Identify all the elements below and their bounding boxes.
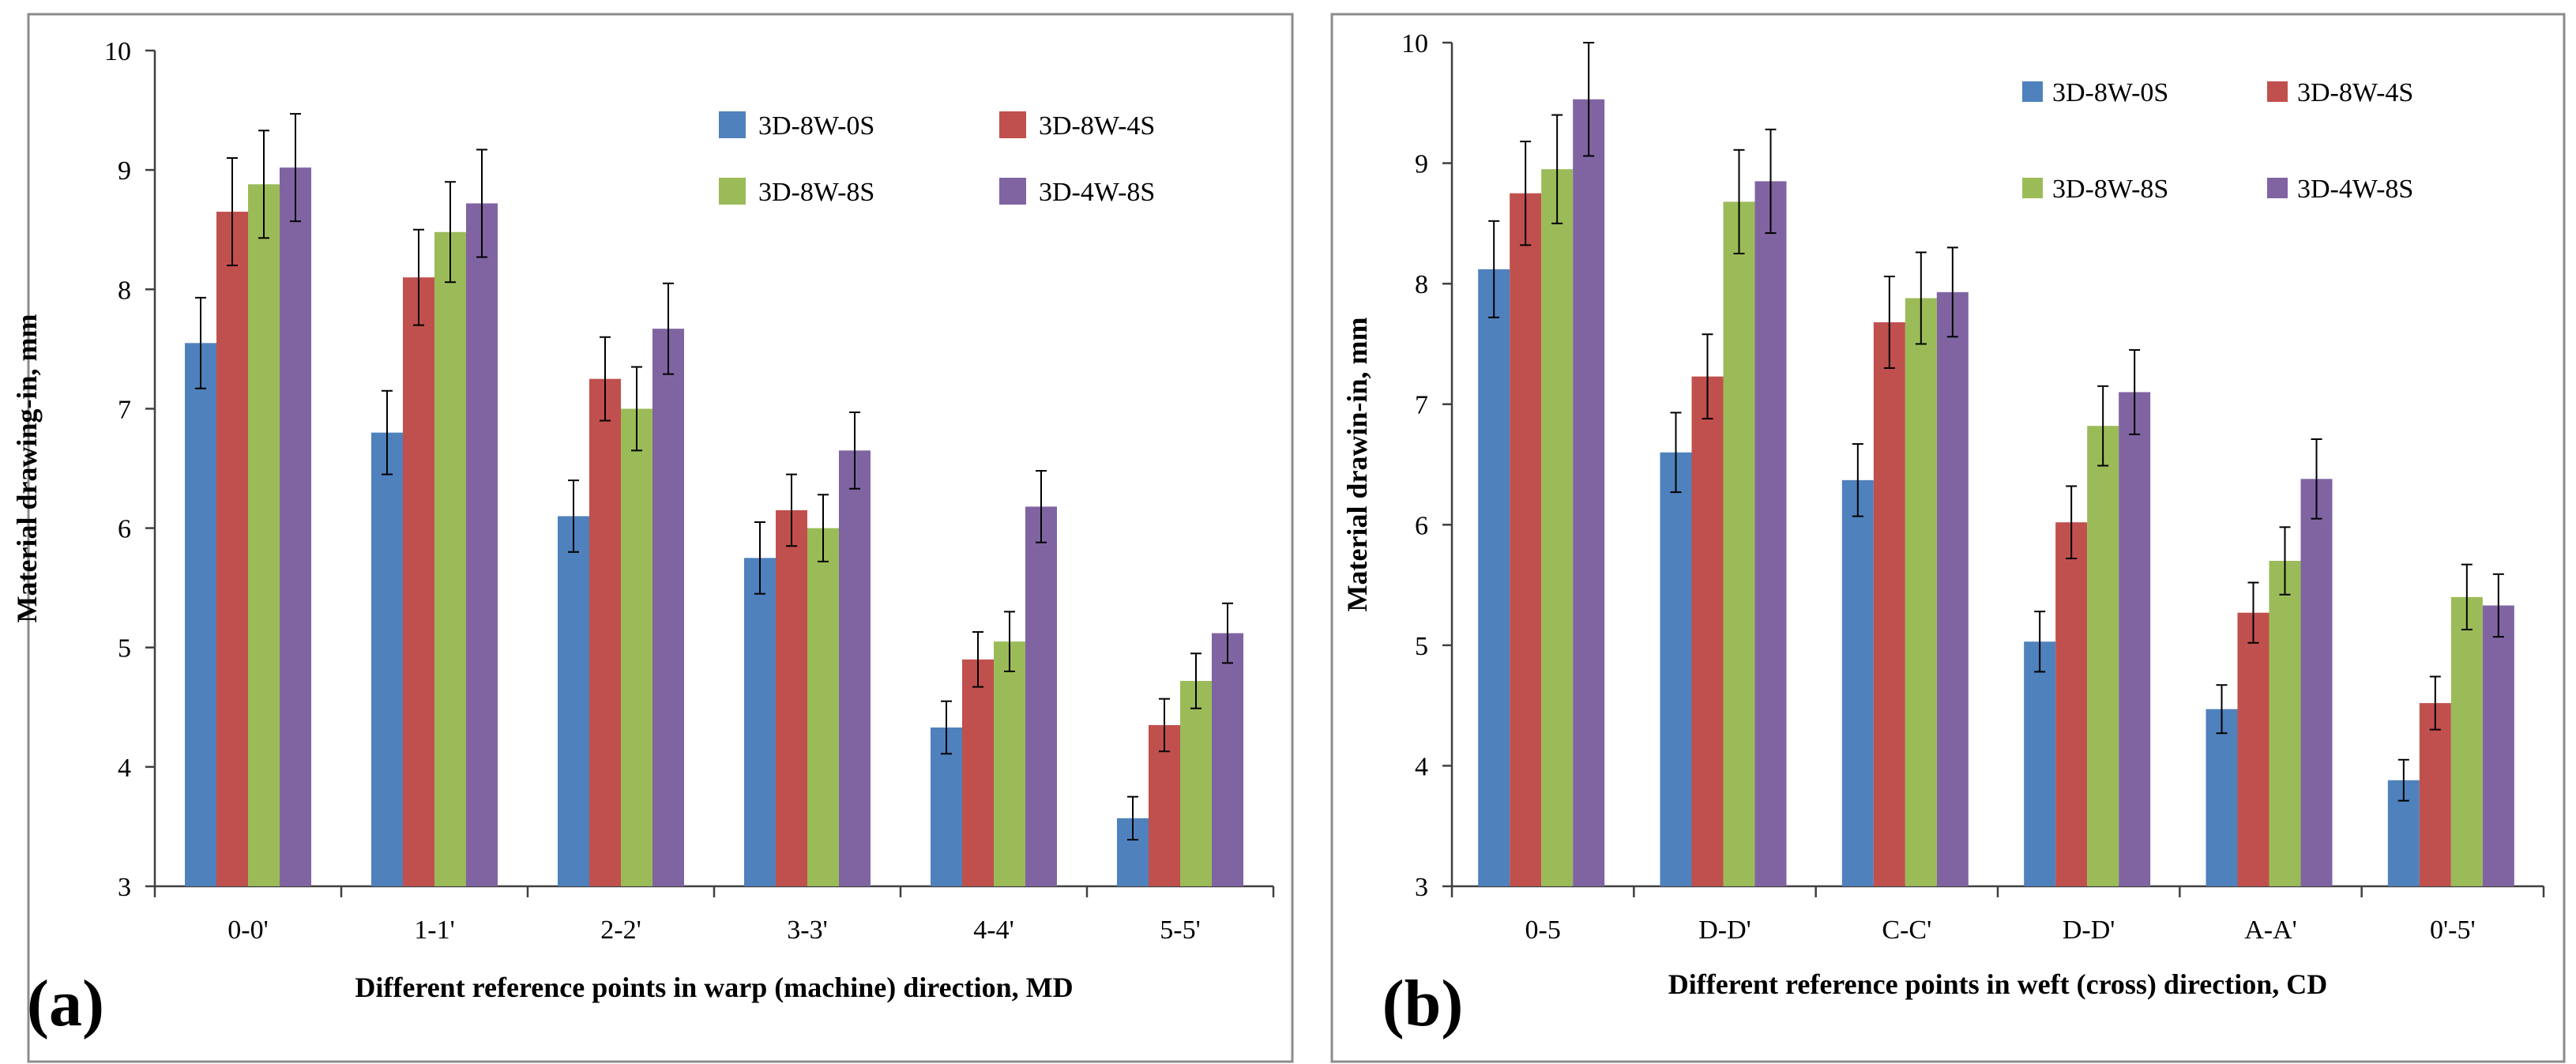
bar-3d-4w-8s-3 [2119, 392, 2151, 886]
y-tick-label: 7 [118, 395, 131, 424]
x-tick-label: 5-5' [1160, 915, 1200, 945]
bar-3d-4w-8s-4 [1025, 506, 1057, 886]
bar-3d-8w-8s-1 [434, 231, 466, 886]
x-axis-title: Different reference points in weft (cros… [1668, 968, 2327, 1000]
y-tick-label: 10 [1401, 29, 1428, 58]
y-tick-label: 3 [118, 873, 131, 902]
bar-3d-4w-8s-1 [466, 203, 498, 886]
x-tick-label: 0-5 [1525, 915, 1561, 945]
y-tick-label: 5 [118, 634, 131, 664]
bar-3d-8w-4s-3 [2055, 522, 2088, 886]
x-tick-label: 1-1' [414, 915, 454, 945]
y-tick-label: 5 [1415, 632, 1428, 661]
bar-3d-8w-0s-0 [1478, 269, 1510, 886]
bar-3d-8w-0s-1 [1660, 452, 1692, 886]
bar-3d-8w-4s-0 [1510, 193, 1542, 886]
x-tick-label: C-C' [1882, 915, 1931, 945]
x-axis-title: Different reference points in warp (mach… [355, 972, 1073, 1003]
bar-3d-8w-0s-3 [744, 558, 776, 886]
y-tick-label: 3 [1415, 873, 1428, 902]
legend-label: 3D-8W-8S [2052, 175, 2168, 204]
legend-swatch [999, 111, 1026, 138]
legend-label: 3D-8W-0S [2052, 78, 2168, 107]
bar-3d-8w-4s-2 [589, 378, 621, 887]
bar-3d-8w-4s-5 [2419, 703, 2451, 886]
x-tick-label: 3-3' [787, 915, 827, 945]
legend-swatch [719, 178, 746, 205]
legend-label: 3D-4W-8S [1039, 178, 1155, 207]
legend-swatch [719, 111, 746, 138]
y-tick-label: 8 [1415, 270, 1428, 299]
bar-3d-8w-0s-2 [1841, 479, 1874, 886]
bar-3d-8w-0s-2 [558, 516, 589, 886]
bar-3d-8w-8s-1 [1723, 201, 1755, 886]
bar-3d-8w-8s-3 [807, 528, 839, 886]
y-tick-label: 8 [118, 276, 131, 305]
legend-swatch [2267, 178, 2288, 198]
legend-label: 3D-8W-8S [758, 178, 874, 207]
x-tick-label: D-D' [2063, 915, 2115, 945]
y-tick-label: 4 [1415, 752, 1428, 781]
bar-3d-8w-4s-4 [962, 659, 994, 886]
y-tick-label: 10 [104, 37, 131, 66]
legend-swatch [2267, 81, 2288, 102]
bar-3d-4w-8s-2 [652, 329, 684, 887]
bar-3d-4w-8s-4 [2300, 479, 2333, 886]
x-tick-label: 0-0' [228, 915, 268, 945]
bar-3d-8w-0s-1 [371, 432, 403, 886]
y-tick-label: 6 [1415, 511, 1428, 540]
bar-3d-8w-8s-0 [1541, 169, 1574, 886]
legend-swatch [999, 178, 1026, 205]
y-tick-label: 9 [1415, 150, 1428, 179]
y-tick-label: 9 [118, 156, 131, 186]
legend-label: 3D-8W-0S [758, 111, 874, 141]
x-tick-label: A-A' [2244, 915, 2297, 945]
bar-3d-4w-8s-3 [839, 450, 871, 886]
x-tick-label: 4-4' [973, 915, 1013, 945]
bar-3d-8w-4s-0 [216, 212, 248, 886]
y-tick-label: 7 [1415, 391, 1428, 420]
bar-3d-8w-0s-4 [2206, 709, 2238, 886]
bar-3d-4w-8s-1 [1754, 181, 1787, 886]
bar-3d-8w-8s-0 [248, 184, 280, 886]
bar-3d-8w-4s-1 [403, 277, 434, 887]
y-axis-title: Material drawin-in, mm [1341, 318, 1373, 612]
bar-3d-8w-8s-4 [994, 641, 1025, 886]
bar-3d-8w-8s-2 [621, 408, 652, 886]
legend-swatch [2022, 81, 2043, 102]
y-tick-label: 4 [118, 754, 131, 783]
bar-3d-8w-8s-5 [1180, 681, 1212, 886]
y-axis-title: Material drawing-in, mm [11, 314, 43, 623]
bar-3d-8w-0s-0 [185, 343, 216, 886]
bar-3d-4w-8s-5 [1212, 633, 1243, 886]
y-tick-label: 6 [118, 515, 131, 544]
bar-3d-4w-8s-0 [1573, 99, 1605, 887]
legend-swatch [2022, 178, 2043, 198]
panel-a: 3 4 5 6 7 8 9 10 0-0' 1-1' 2-2' 3-3' 4-4' 5-5' 3D-8W-0… [11, 13, 1294, 1063]
bar-3d-8w-8s-3 [2087, 426, 2119, 886]
bar-3d-8w-0s-3 [2024, 641, 2056, 886]
bar-3d-4w-8s-5 [2482, 605, 2514, 886]
bar-3d-8w-4s-2 [1873, 321, 1905, 887]
bar-3d-8w-8s-5 [2450, 596, 2483, 886]
bar-3d-8w-4s-3 [776, 509, 807, 886]
x-tick-label: 2-2' [600, 915, 641, 945]
panel-label: (a) [27, 967, 104, 1040]
legend-label: 3D-4W-8S [2297, 175, 2413, 204]
bar-3d-8w-8s-4 [2269, 561, 2301, 886]
panel-b: 3 4 5 6 7 8 9 10 0-5 D-D' C-C' D-D' A-A' 0'-5' 3D-8W-0… [1330, 13, 2566, 1063]
x-tick-label: D-D' [1698, 915, 1751, 945]
bar-3d-4w-8s-0 [280, 167, 311, 886]
x-tick-label: 0'-5' [2430, 915, 2476, 945]
bar-3d-4w-8s-2 [1936, 291, 1969, 886]
legend-label: 3D-8W-4S [2297, 78, 2413, 107]
legend-label: 3D-8W-4S [1039, 111, 1155, 141]
bar-3d-8w-4s-4 [2237, 612, 2270, 886]
panel-label: (b) [1382, 967, 1464, 1040]
bar-3d-8w-8s-2 [1905, 298, 1937, 886]
bar-3d-8w-4s-1 [1691, 376, 1724, 886]
